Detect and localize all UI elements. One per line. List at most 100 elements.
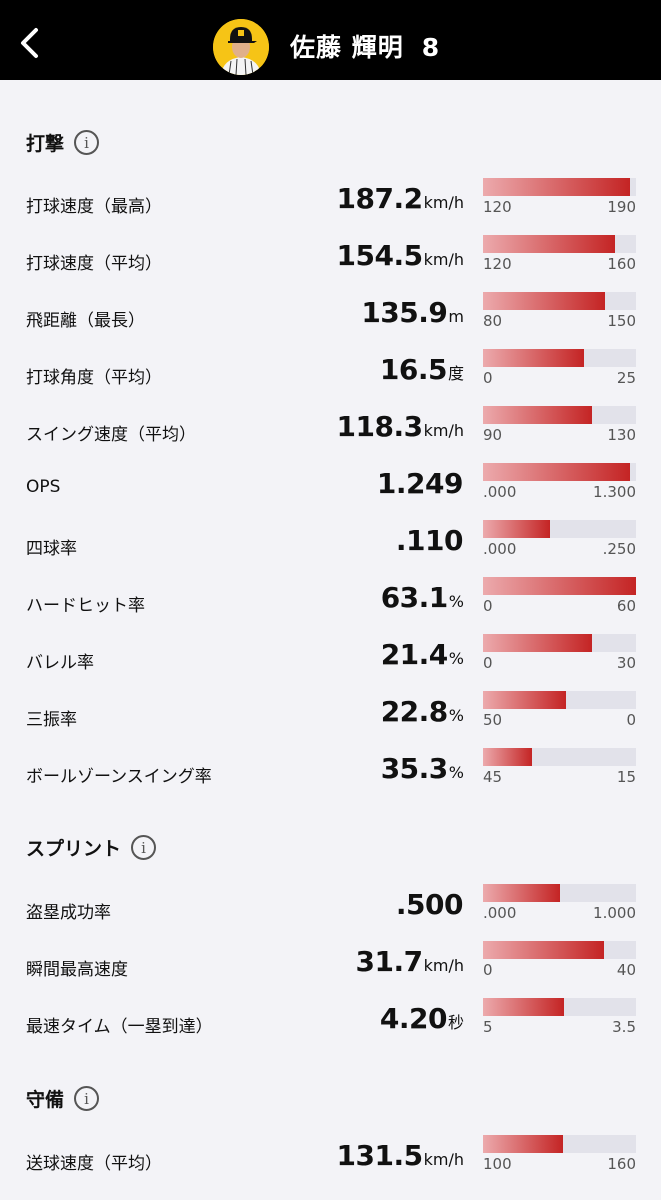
stat-scale-max: 190: [607, 198, 636, 216]
stat-number: 63.1: [380, 581, 449, 614]
stat-label: 四球率: [26, 539, 77, 559]
stat-bar-fill: [483, 577, 636, 595]
stat-number: 135.9: [361, 296, 448, 329]
stat-row: 飛距離（最長） 135.9m 80 150: [0, 292, 661, 349]
stat-scale-max: 30: [616, 654, 636, 672]
header-bar: 佐藤 輝明 8: [0, 0, 661, 80]
stat-number: 4.20: [379, 1002, 448, 1035]
stat-scale-min: .000: [483, 904, 517, 922]
stat-row: OPS 1.249 .000 1.300: [0, 463, 661, 520]
stat-row: ボールゾーンスイング率 35.3% 45 15: [0, 748, 661, 805]
info-icon[interactable]: i: [131, 835, 157, 860]
avatar[interactable]: [213, 19, 269, 75]
stat-value: 35.3%: [381, 752, 464, 785]
stat-label: ハードヒット率: [26, 596, 145, 616]
stat-label: 送球速度（平均）: [26, 1154, 162, 1174]
stat-unit: km/h: [423, 193, 464, 212]
stat-scale-min: 80: [483, 312, 503, 330]
section-title-text: 守備: [26, 1089, 65, 1111]
stat-number: 118.3: [336, 410, 424, 443]
stat-bar-fill: [483, 349, 584, 367]
stat-row: 最速タイム（一塁到達） 4.20秒 5 3.5: [0, 998, 661, 1055]
stat-scale-min: 0: [483, 369, 493, 387]
stat-value: 63.1%: [381, 581, 464, 614]
stat-value: 187.2km/h: [337, 182, 464, 215]
stat-unit: km/h: [423, 956, 464, 975]
stat-label: 三振率: [26, 710, 77, 730]
stat-value: 1.249: [377, 467, 464, 500]
stat-row: 打球速度（最高） 187.2km/h 120 190: [0, 178, 661, 235]
info-icon[interactable]: i: [74, 1086, 100, 1111]
stat-unit: %: [448, 706, 464, 725]
back-button[interactable]: [14, 26, 48, 60]
stat-unit: %: [448, 649, 464, 668]
stat-bar-fill: [483, 178, 630, 196]
stat-unit: 度: [447, 364, 464, 383]
stat-bar: [483, 691, 636, 709]
stat-value: 22.8%: [381, 695, 464, 728]
stat-scale-min: 100: [483, 1155, 512, 1173]
stat-label: ボールゾーンスイング率: [26, 767, 212, 787]
stat-value: 16.5度: [380, 353, 464, 386]
stat-scale-min: 120: [483, 198, 512, 216]
stat-row: 三振率 22.8% 50 0: [0, 691, 661, 748]
stat-bar: [483, 292, 636, 310]
stat-scale-max: 160: [607, 255, 636, 273]
stat-scale-min: 0: [483, 961, 493, 979]
stat-number: 16.5: [379, 353, 448, 386]
stat-row: 四球率 .110 .000 .250: [0, 520, 661, 577]
stat-scale-min: 90: [483, 426, 503, 444]
stat-scale-max: 160: [607, 1155, 636, 1173]
stat-number: .110: [395, 524, 464, 557]
stat-bar: [483, 577, 636, 595]
section-title-text: 打撃: [26, 133, 65, 155]
stat-label: 盗塁成功率: [26, 903, 111, 923]
stat-bar-fill: [483, 520, 551, 538]
stat-bar: [483, 884, 636, 902]
stat-scale-min: 50: [483, 711, 503, 729]
stat-label: OPS: [26, 477, 61, 497]
stat-bar-fill: [483, 463, 630, 481]
stat-bar-fill: [483, 634, 592, 652]
stat-bar: [483, 178, 636, 196]
stat-number: 187.2: [336, 182, 424, 215]
section-title-sprint: スプリント i: [26, 834, 157, 861]
stat-number: 1.249: [376, 467, 464, 500]
stat-label: 打球角度（平均）: [26, 368, 162, 388]
stat-label: 飛距離（最長）: [26, 311, 145, 331]
stat-bar-fill: [483, 941, 604, 959]
stat-number: 154.5: [336, 239, 424, 272]
stat-label: 最速タイム（一塁到達）: [26, 1017, 213, 1037]
stat-unit: km/h: [423, 250, 464, 269]
stat-scale-max: 3.5: [612, 1018, 636, 1036]
stat-scale-min: 45: [483, 768, 503, 786]
stat-bar-fill: [483, 748, 532, 766]
stat-label: バレル率: [26, 653, 94, 673]
stat-scale-max: 150: [607, 312, 636, 330]
stat-scale-min: 0: [483, 654, 493, 672]
section-title-text: スプリント: [26, 838, 122, 860]
player-name-text: 佐藤 輝明: [290, 33, 404, 62]
stat-bar: [483, 235, 636, 253]
stat-value: 154.5km/h: [337, 239, 464, 272]
stat-value: 118.3km/h: [337, 410, 464, 443]
stat-row: バレル率 21.4% 0 30: [0, 634, 661, 691]
stat-unit: km/h: [423, 421, 464, 440]
info-icon[interactable]: i: [74, 130, 100, 155]
stat-number: 131.5: [336, 1139, 424, 1172]
stat-bar: [483, 634, 636, 652]
stat-row: 瞬間最高速度 31.7km/h 0 40: [0, 941, 661, 998]
stat-scale-max: 60: [616, 597, 636, 615]
stat-unit: km/h: [423, 1150, 464, 1169]
stat-scale-max: .250: [602, 540, 636, 558]
stat-unit: m: [448, 307, 464, 326]
stat-number: 22.8: [380, 695, 449, 728]
stat-row: 送球速度（平均） 131.5km/h 100 160: [0, 1135, 661, 1192]
stat-scale-min: .000: [483, 483, 517, 501]
stat-bar-fill: [483, 235, 615, 253]
stat-bar-fill: [483, 998, 565, 1016]
stat-label: 打球速度（最高）: [26, 197, 162, 217]
stat-value: 31.7km/h: [356, 945, 464, 978]
stat-scale-max: 40: [616, 961, 636, 979]
stat-row: 打球速度（平均） 154.5km/h 120 160: [0, 235, 661, 292]
